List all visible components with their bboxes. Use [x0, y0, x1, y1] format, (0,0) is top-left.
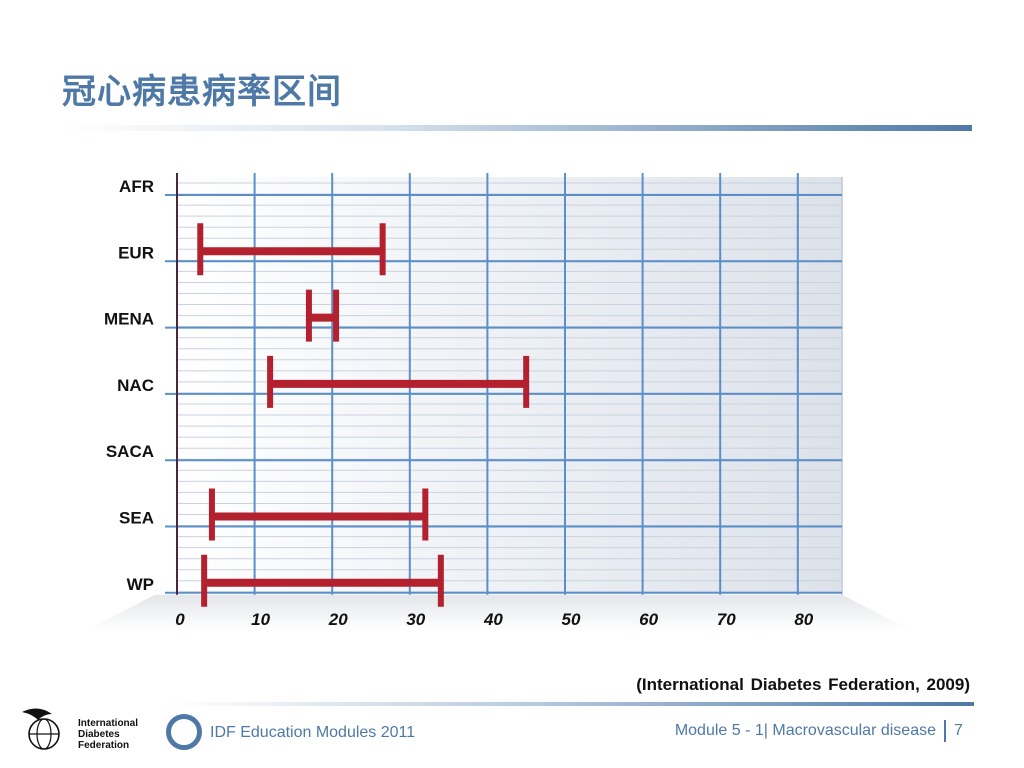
category-label: SEA [119, 509, 154, 528]
x-tick-label: 50 [562, 610, 581, 629]
category-label: NAC [117, 376, 154, 395]
category-label: MENA [104, 310, 154, 329]
plot-floor [85, 594, 912, 631]
source-citation: (International Diabetes Federation, 2009… [636, 675, 970, 694]
globe-bird-icon [22, 708, 60, 750]
modules-label: IDF Education Modules 2011 [210, 724, 416, 741]
category-label: SACA [106, 442, 154, 461]
page-number: 7 [954, 722, 963, 739]
x-tick-label: 30 [406, 610, 425, 629]
x-tick-label: 80 [794, 610, 813, 629]
category-label: AFR [119, 177, 154, 196]
range-bar-eur [197, 223, 386, 276]
footer-rule [170, 702, 974, 706]
logo-line-1: International [78, 718, 139, 729]
range-bar-wp [201, 554, 444, 607]
x-tick-label: 60 [639, 610, 658, 629]
prevalence-range-chart: AFR EUR MENA NAC SACA SEA WP 0 10 20 30 40 50 60 70 80 [85, 173, 912, 631]
logo-line-2: Diabetes [78, 729, 120, 740]
footer-separator [944, 720, 946, 742]
title-rule [62, 125, 972, 131]
page-title: 冠心病患病率区间 [62, 72, 342, 112]
ring-icon [166, 714, 202, 750]
category-label: EUR [118, 243, 154, 262]
x-tick-label: 40 [483, 610, 503, 629]
x-tick-label: 20 [328, 610, 348, 629]
x-tick-label: 70 [717, 610, 736, 629]
module-info: Module 5 - 1| Macrovascular disease [674, 722, 936, 739]
category-label: WP [127, 575, 154, 594]
x-tick-label: 10 [251, 610, 270, 629]
idf-logo: International Diabetes Federation [18, 700, 158, 758]
range-bar-mena [305, 289, 340, 342]
range-bar-nac [267, 355, 530, 408]
logo-line-3: Federation [78, 740, 130, 751]
range-bar-sea [208, 488, 429, 541]
x-tick-label: 0 [175, 610, 185, 629]
